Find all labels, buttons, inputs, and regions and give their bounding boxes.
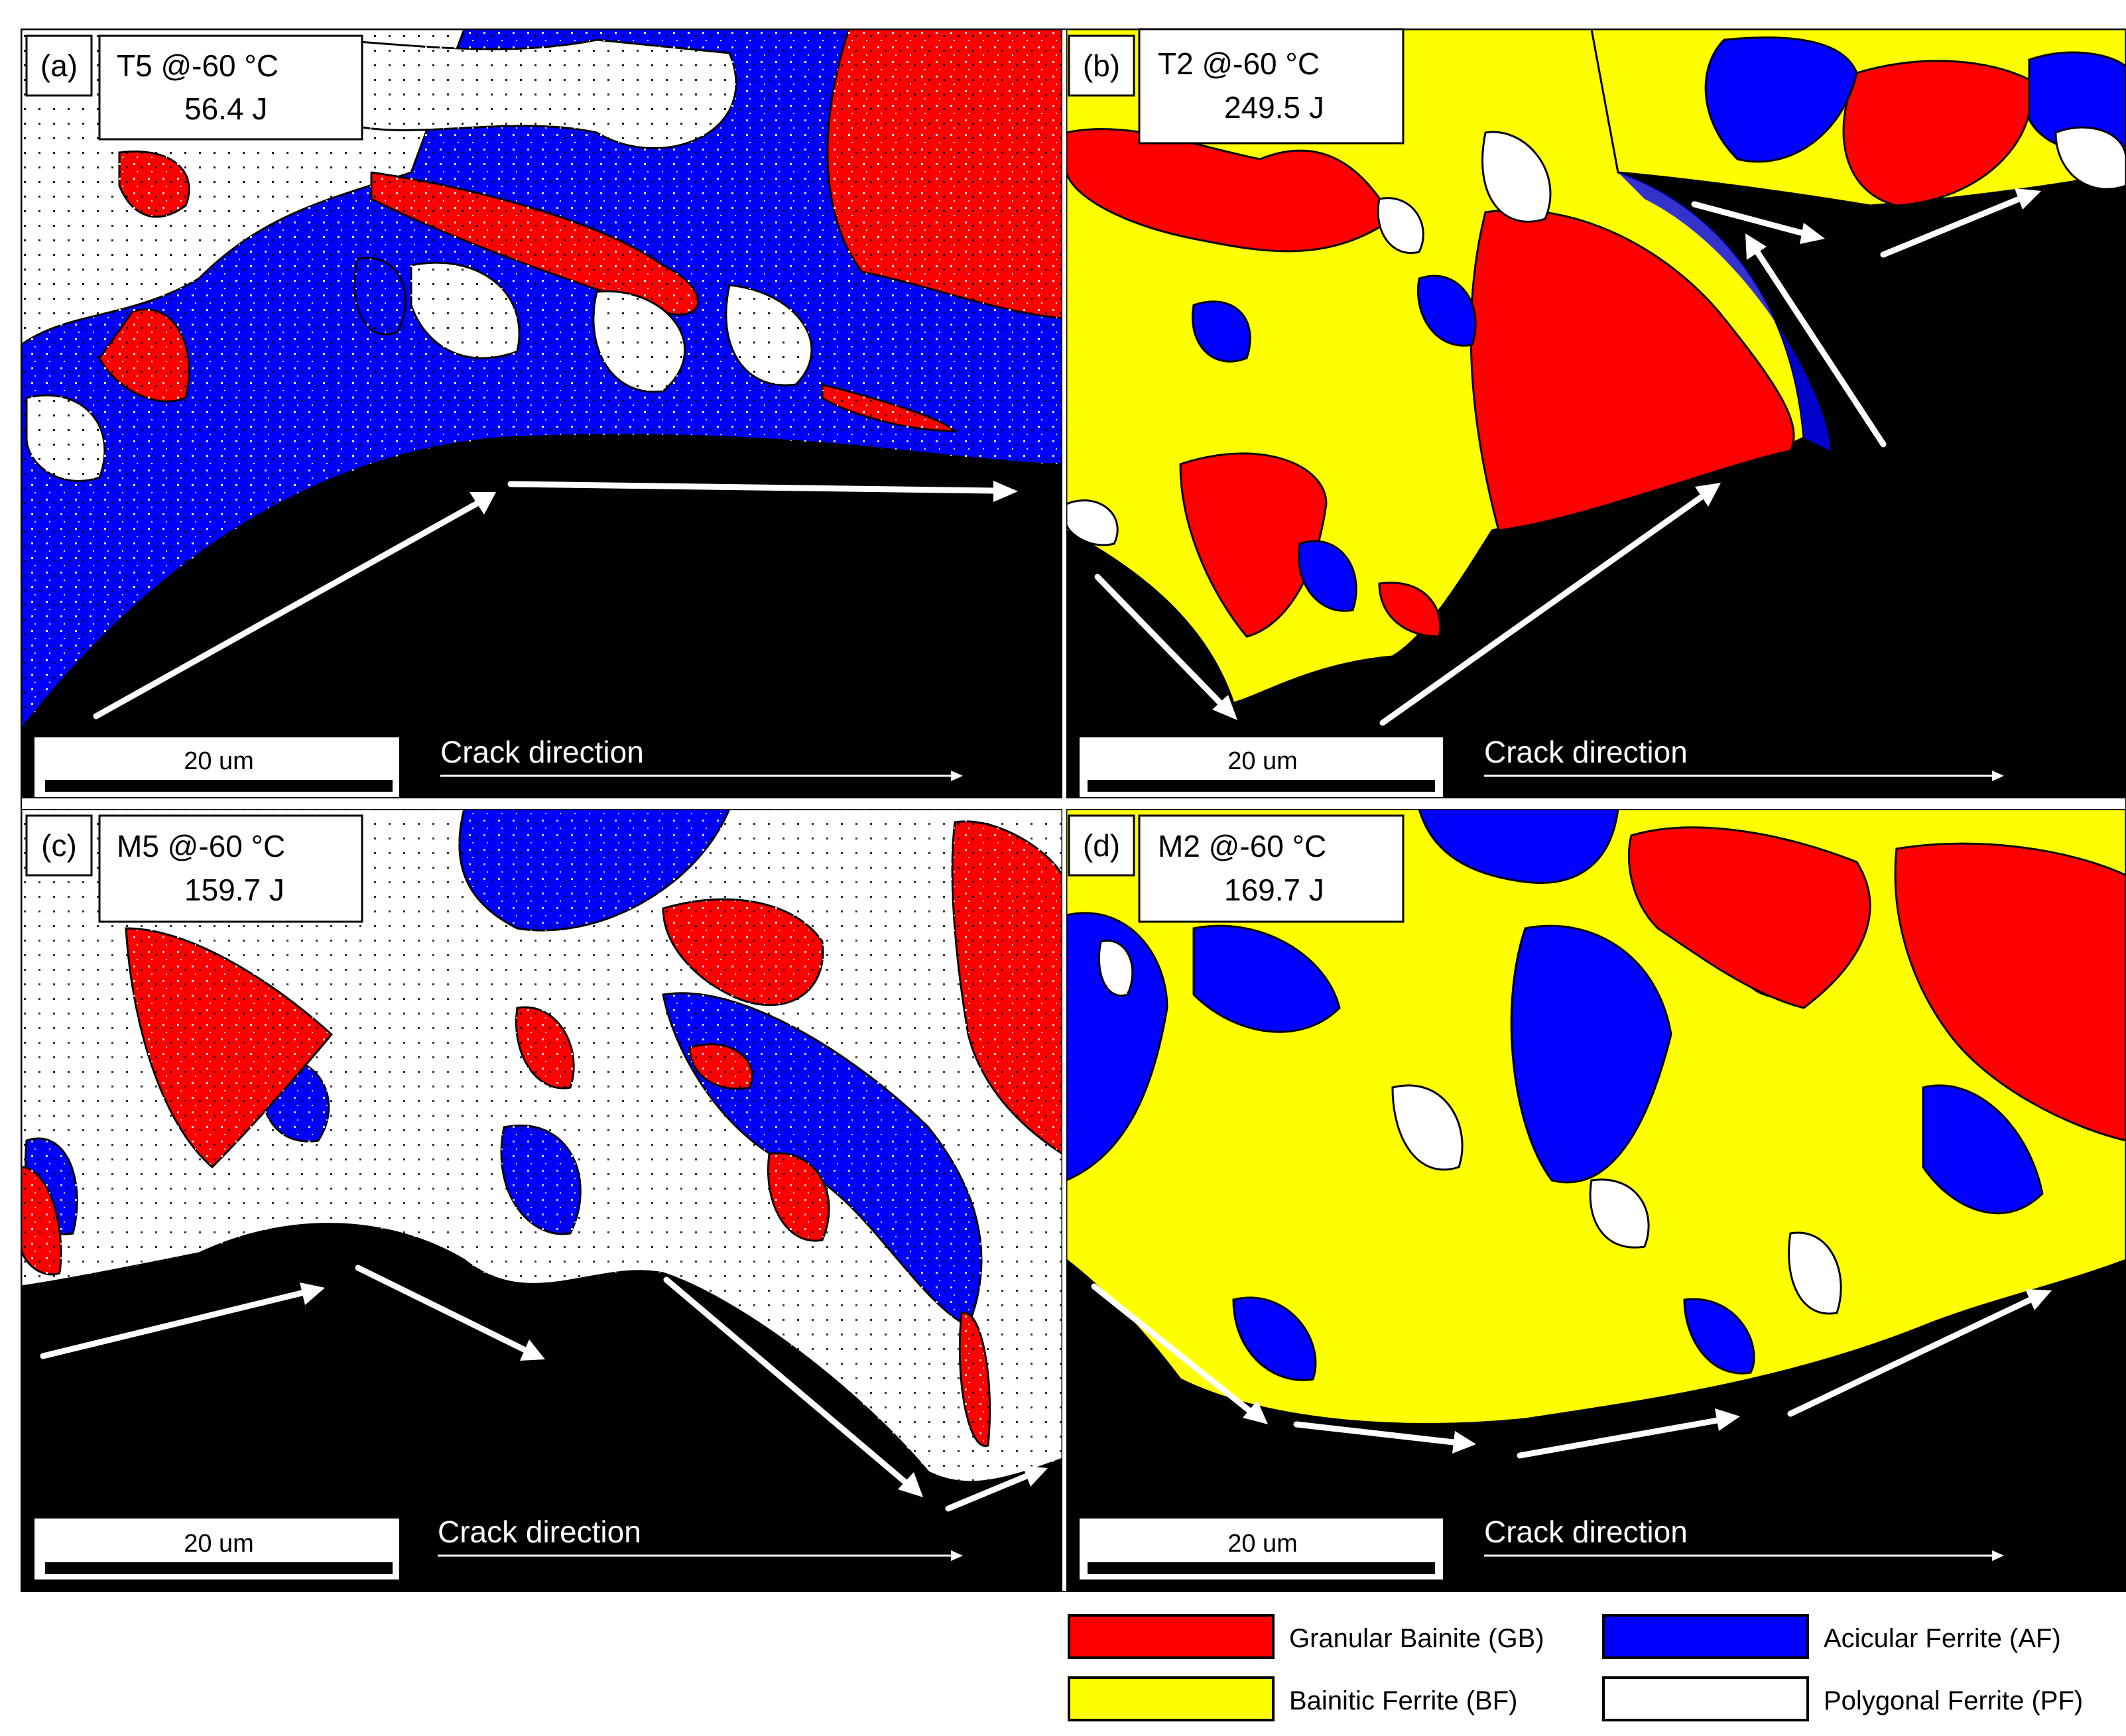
panel-d-overlay: (d) M2 @-60 °C 169.7 J 20 um Crack direc… <box>1068 814 2052 1580</box>
panel-letter: (d) <box>1083 828 1120 863</box>
legend-label-pf: Polygonal Ferrite (PF) <box>1824 1686 2083 1715</box>
panel-b-ebsd-map <box>1066 29 2126 798</box>
crack-path-arrows <box>1094 188 2041 726</box>
scale-bar-label: 20 um <box>1227 1530 1298 1558</box>
legend-item-bf: Bainitic Ferrite (BF) <box>1068 1676 1518 1721</box>
panel-d-ebsd-map <box>1066 809 2126 1591</box>
crack-direction-label: Crack direction <box>438 1515 641 1549</box>
legend-swatch-pf <box>1602 1676 1809 1721</box>
figure-frame <box>21 29 2126 1592</box>
impact-energy: 249.5 J <box>1224 90 1324 125</box>
legend-swatch-gb <box>1068 1614 1275 1659</box>
legend-item-af: Acicular Ferrite (AF) <box>1602 1614 2061 1659</box>
legend-label-gb: Granular Bainite (GB) <box>1289 1624 1544 1653</box>
panel-b-overlay: (b) T2 @-60 °C 249.5 J 20 um Crack direc… <box>1068 28 2041 797</box>
crack-path-arrows <box>1091 1283 2052 1459</box>
crack-path-arrows <box>93 481 1018 719</box>
impact-energy: 169.7 J <box>1224 873 1324 907</box>
impact-energy: 56.4 J <box>184 92 267 126</box>
crack-direction-label: Crack direction <box>1484 1515 1688 1549</box>
panel-letter: (c) <box>41 828 77 863</box>
legend-label-af: Acicular Ferrite (AF) <box>1824 1624 2061 1653</box>
panel-title: T2 @-60 °C <box>1158 46 1320 81</box>
crack-path-arrows <box>40 1265 1048 1512</box>
panel-a-ebsd-map <box>21 29 1062 798</box>
panel-letter: (a) <box>40 48 78 83</box>
impact-energy: 159.7 J <box>184 873 284 907</box>
scale-bar-label: 20 um <box>184 747 254 775</box>
legend-label-bf: Bainitic Ferrite (BF) <box>1289 1686 1518 1715</box>
legend-swatch-af <box>1602 1614 1809 1659</box>
crack-direction-label: Crack direction <box>1484 735 1688 769</box>
crack-direction-label: Crack direction <box>440 735 644 769</box>
panel-c-overlay: (c) M5 @-60 °C 159.7 J 20 um Crack direc… <box>25 814 1048 1580</box>
legend-item-gb: Granular Bainite (GB) <box>1068 1614 1544 1659</box>
scale-bar-label: 20 um <box>184 1530 254 1558</box>
panel-dividers <box>21 29 2126 1591</box>
legend-item-pf: Polygonal Ferrite (PF) <box>1602 1676 2083 1721</box>
phase-legend: Granular Bainite (GB) Acicular Ferrite (… <box>1068 1614 2083 1721</box>
legend-swatch-bf <box>1068 1676 1275 1721</box>
panel-a-overlay: (a) T5 @-60 °C 56.4 J 20 um Crack direct… <box>25 34 1018 797</box>
panel-title: M2 @-60 °C <box>1158 829 1326 863</box>
panel-letter: (b) <box>1083 48 1120 83</box>
scale-bar-label: 20 um <box>1227 747 1298 775</box>
panel-title: T5 @-60 °C <box>117 48 279 83</box>
panel-title: M5 @-60 °C <box>117 829 285 863</box>
panel-c-ebsd-map <box>21 809 1062 1591</box>
